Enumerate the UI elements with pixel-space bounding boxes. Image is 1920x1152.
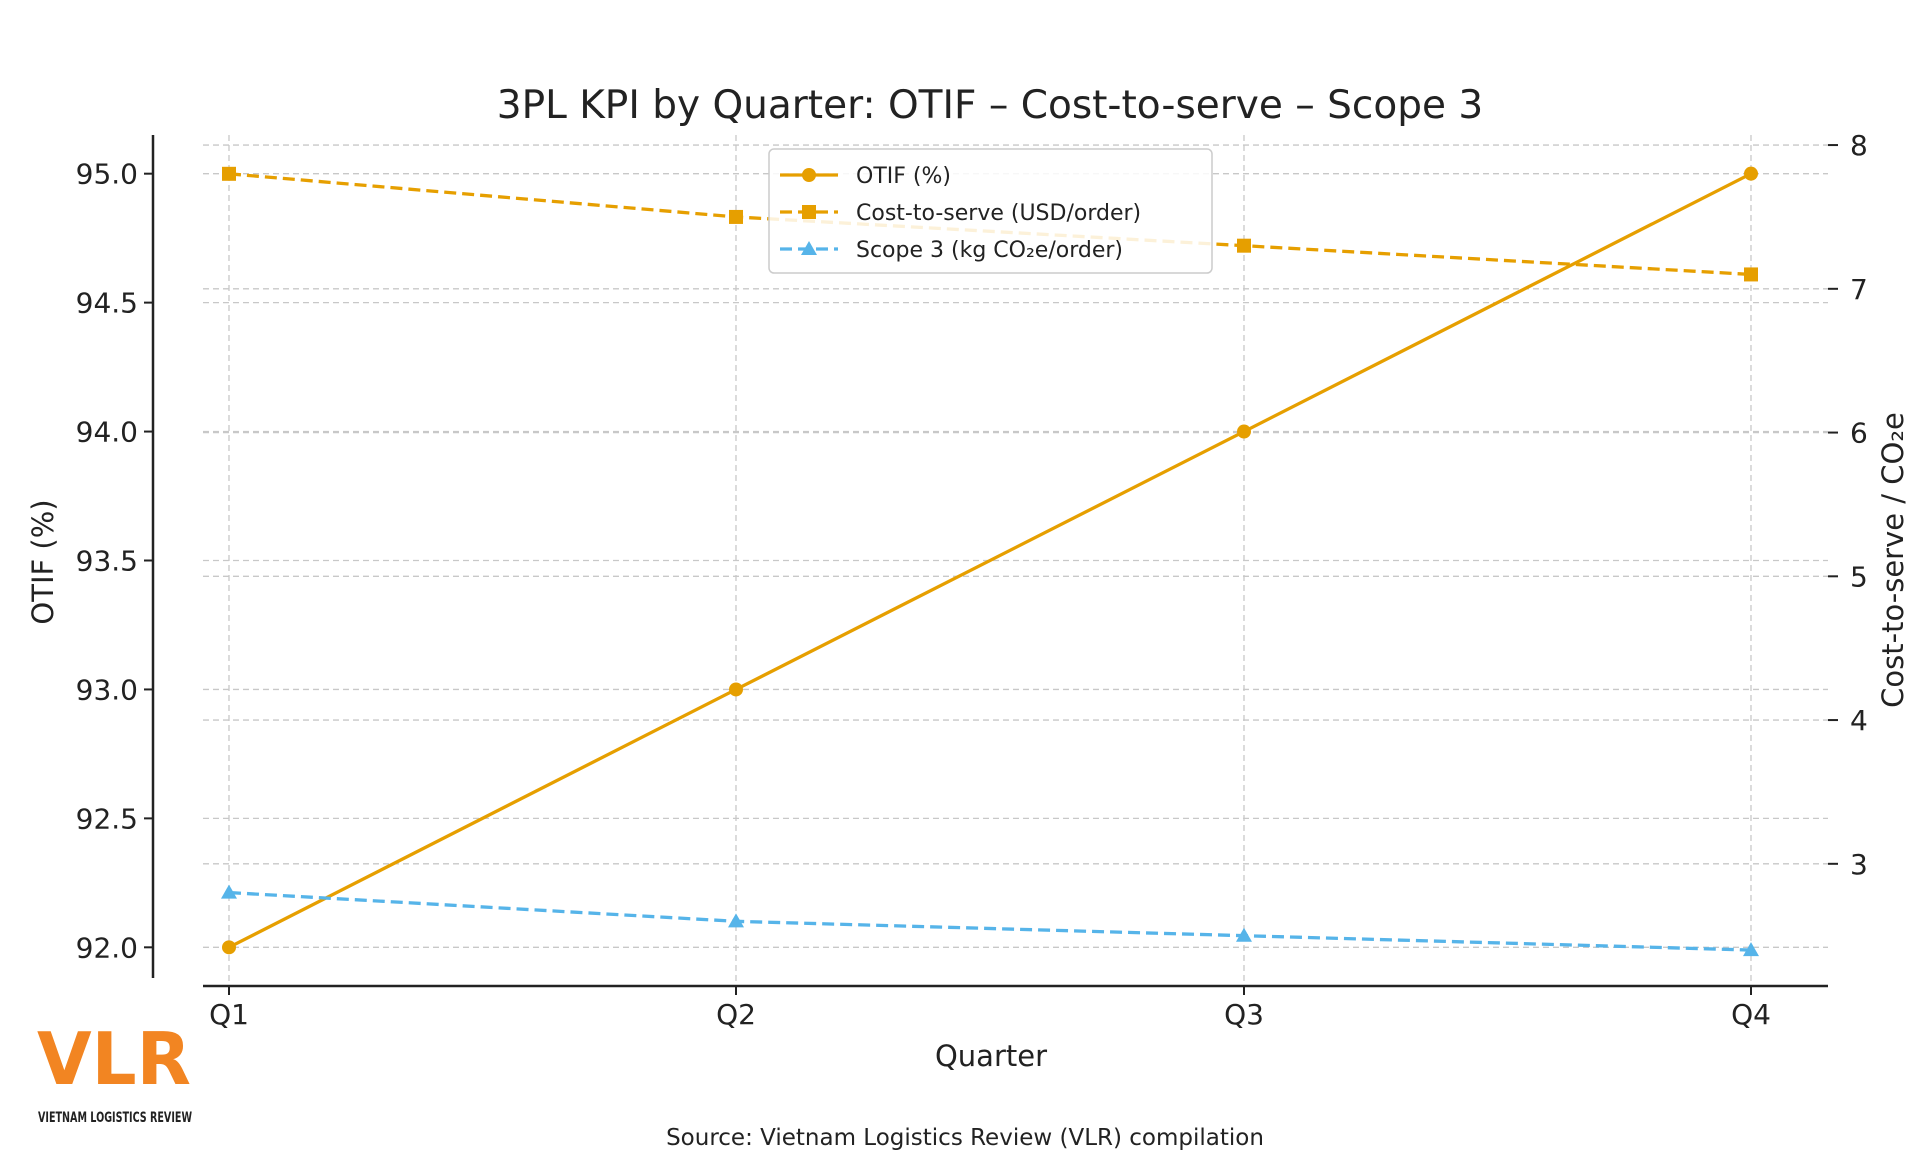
data-point-0 xyxy=(1237,424,1251,439)
legend: OTIF (%) Cost-to-serve (USD/order) Scope 3… xyxy=(768,148,1213,274)
x-tick-label: Q2 xyxy=(716,998,756,1031)
x-tick-label: Q3 xyxy=(1224,998,1264,1031)
source-note: Source: Vietnam Logistics Review (VLR) c… xyxy=(666,1125,1264,1151)
data-point-2 xyxy=(728,913,744,928)
y2-tick-label: 8 xyxy=(1850,129,1868,162)
y2-tick-label: 5 xyxy=(1850,560,1868,593)
series-line-0 xyxy=(228,172,1752,949)
y2-axis-label: Cost-to-serve / CO₂e xyxy=(1876,412,1910,708)
logo-text: VLR xyxy=(37,1017,191,1101)
legend-label-2: Scope 3 (kg CO₂e/order) xyxy=(856,238,1123,263)
y-tick-label: 94.0 xyxy=(76,416,138,449)
y2-tick-label: 4 xyxy=(1850,704,1868,737)
legend-box xyxy=(768,148,1213,274)
y-tick-label: 92.5 xyxy=(76,802,138,835)
data-point-2 xyxy=(221,884,237,899)
grid xyxy=(203,135,1828,986)
legend-marker-1 xyxy=(802,205,816,219)
data-point-0 xyxy=(729,682,743,697)
data-point-1 xyxy=(1237,238,1251,253)
axes: 92.0 92.5 93.0 93.5 94.0 94.5 95.0 3 4 5 6 7 8 Q1 Q2 Q3… xyxy=(76,129,1868,1031)
series xyxy=(221,166,1759,957)
data-point-0 xyxy=(222,940,236,955)
data-point-2 xyxy=(1236,927,1252,942)
x-axis-label: Quarter xyxy=(935,1039,1047,1073)
chart-title: 3PL KPI by Quarter: OTIF – Cost-to-serve… xyxy=(497,83,1483,128)
y-tick-label: 94.5 xyxy=(76,287,138,320)
x-tick-label: Q4 xyxy=(1731,998,1771,1031)
y-tick-label: 92.0 xyxy=(76,931,138,964)
logo-subtext: VIETNAM LOGISTICS REVIEW xyxy=(38,1110,192,1126)
y-tick-label: 95.0 xyxy=(76,158,138,191)
y-tick-label: 93.5 xyxy=(76,545,138,578)
x-tick-label: Q1 xyxy=(209,998,249,1031)
legend-label-0: OTIF (%) xyxy=(856,164,951,189)
data-point-1 xyxy=(729,209,743,224)
y-tick-label: 93.0 xyxy=(76,673,138,706)
y2-tick-label: 7 xyxy=(1850,273,1868,306)
data-point-1 xyxy=(222,166,236,181)
y2-tick-label: 3 xyxy=(1850,848,1868,881)
legend-marker-2 xyxy=(801,241,817,255)
data-point-2 xyxy=(1743,942,1759,957)
legend-marker-0 xyxy=(802,168,816,182)
legend-label-1: Cost-to-serve (USD/order) xyxy=(856,201,1141,226)
y2-tick-label: 6 xyxy=(1850,417,1868,450)
vlr-logo: VLR VIETNAM LOGISTICS REVIEW xyxy=(37,1017,192,1126)
y-axis-label: OTIF (%) xyxy=(26,499,60,624)
series-line-2 xyxy=(228,890,1752,952)
data-point-0 xyxy=(1744,166,1758,181)
data-point-1 xyxy=(1744,267,1758,282)
